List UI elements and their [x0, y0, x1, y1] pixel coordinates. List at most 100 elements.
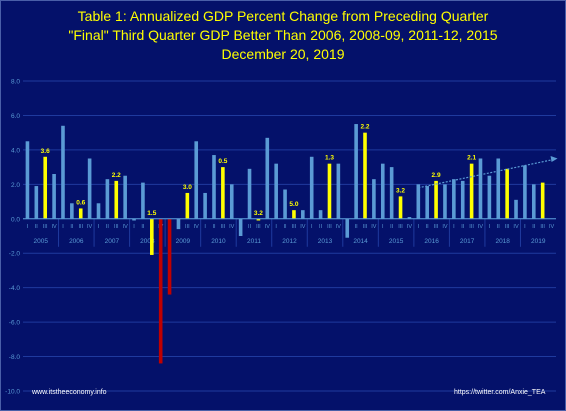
y-tick-label: -8.0: [9, 354, 21, 361]
data-label: 2.9: [432, 172, 441, 179]
bar-2011-q1: [238, 218, 243, 236]
bar-2016-q4: [443, 184, 447, 219]
bar-2016-q2: [425, 186, 429, 219]
bar-2011-q3: [256, 218, 261, 221]
bar-2011-q4: [265, 137, 270, 219]
year-tick-label: 2009: [176, 238, 191, 245]
bar-2017-q3: [469, 163, 474, 219]
quarter-tick-label: IV: [229, 224, 235, 230]
quarter-tick-label: I: [418, 224, 420, 230]
data-label: 1.3: [325, 155, 334, 162]
quarter-tick-label: II: [284, 224, 288, 230]
bar-2005-q4: [52, 174, 56, 219]
bar-2013-q4: [336, 163, 341, 219]
bar-2011-q2: [247, 168, 252, 219]
bar-2009-q1: [167, 218, 172, 295]
quarter-tick-label: IV: [265, 224, 271, 230]
bar-2007-q2: [105, 179, 110, 219]
quarter-tick-label: I: [489, 224, 491, 230]
bar-2005-q2: [34, 186, 39, 219]
year-tick-label: 2006: [69, 238, 84, 245]
quarter-tick-label: IV: [371, 224, 377, 230]
quarter-tick-label: IV: [549, 224, 555, 230]
quarter-tick-label: III: [256, 224, 261, 230]
data-label: 2.2: [112, 172, 121, 179]
data-label: 3.6: [41, 148, 50, 155]
bar-2006-q1: [61, 125, 65, 219]
quarter-tick-label: IV: [513, 224, 519, 230]
quarter-tick-label: III: [434, 224, 439, 230]
quarter-tick-label: IV: [51, 224, 57, 230]
y-tick-label: 2.0: [11, 182, 20, 189]
bar-2014-q2: [354, 124, 358, 219]
quarter-tick-label: IV: [123, 224, 129, 230]
bar-2018-q1: [487, 175, 492, 219]
quarter-tick-label: IV: [478, 224, 484, 230]
quarter-tick-label: II: [141, 224, 145, 230]
footer-twitter: https://twitter.com/Anxie_TEA: [454, 389, 546, 396]
quarter-tick-label: II: [70, 224, 74, 230]
year-tick-label: 2014: [353, 238, 368, 245]
quarter-tick-label: I: [453, 224, 455, 230]
year-tick-label: 2018: [495, 238, 510, 245]
year-tick-label: 2007: [105, 238, 120, 245]
y-tick-label: 0.0: [11, 216, 20, 223]
quarter-tick-label: II: [390, 224, 394, 230]
bar-2009-q2: [176, 218, 181, 230]
trend-arrow-line: [418, 159, 553, 189]
bar-2010-q1: [203, 192, 207, 219]
data-label: 1.5: [147, 210, 156, 217]
bar-2008-q1: [132, 218, 136, 221]
quarter-tick-label: IV: [336, 224, 342, 230]
quarter-tick-label: III: [114, 224, 119, 230]
quarter-tick-label: I: [204, 224, 206, 230]
y-tick-label: -10.0: [5, 389, 20, 396]
chart-title-line-3: December 20, 2019: [221, 46, 345, 62]
bar-2006-q4: [87, 158, 92, 219]
quarter-tick-label: II: [106, 224, 110, 230]
year-tick-label: 2019: [531, 238, 546, 245]
data-label: 2.2: [360, 124, 369, 131]
year-tick-label: 2017: [460, 238, 475, 245]
quarter-tick-label: III: [398, 224, 403, 230]
quarter-tick-label: III: [292, 224, 297, 230]
bar-2012-q4: [301, 210, 305, 219]
y-tick-label: 6.0: [11, 113, 20, 120]
bar-2012-q2: [283, 189, 287, 219]
y-tick-label: -6.0: [9, 320, 21, 327]
bar-2018-q2: [496, 158, 501, 219]
trend-arrow-head: [550, 156, 558, 162]
quarter-tick-label: I: [382, 224, 384, 230]
quarter-tick-label: II: [497, 224, 501, 230]
data-label: 3.2: [396, 187, 405, 194]
bar-2006-q3: [78, 208, 83, 219]
bar-2015-q4: [407, 217, 412, 219]
bar-2014-q3: [363, 132, 367, 219]
bar-2014-q1: [345, 218, 350, 238]
quarter-tick-label: I: [98, 224, 100, 230]
bar-2019-q2: [531, 184, 536, 219]
data-label: 0.5: [218, 158, 227, 165]
quarter-tick-label: III: [221, 224, 226, 230]
bar-2019-q1: [523, 165, 527, 219]
year-tick-label: 2015: [389, 238, 404, 245]
quarter-tick-label: III: [185, 224, 190, 230]
quarter-tick-label: IV: [442, 224, 448, 230]
y-tick-label: -2.0: [9, 251, 21, 258]
quarter-tick-label: II: [212, 224, 216, 230]
quarter-tick-label: III: [78, 224, 83, 230]
quarter-tick-label: I: [62, 224, 64, 230]
quarter-tick-label: I: [133, 224, 135, 230]
bar-2017-q1: [452, 179, 456, 219]
bar-2017-q2: [460, 180, 465, 219]
quarter-tick-label: II: [426, 224, 430, 230]
bar-2015-q2: [389, 167, 394, 219]
bar-2017-q4: [478, 158, 483, 219]
bar-2009-q4: [194, 141, 199, 219]
bar-2008-q2: [141, 182, 145, 219]
data-label: 3.0: [183, 184, 192, 191]
bar-2007-q1: [96, 203, 101, 219]
bar-2005-q3: [43, 156, 48, 219]
bar-2016-q3: [434, 180, 438, 219]
